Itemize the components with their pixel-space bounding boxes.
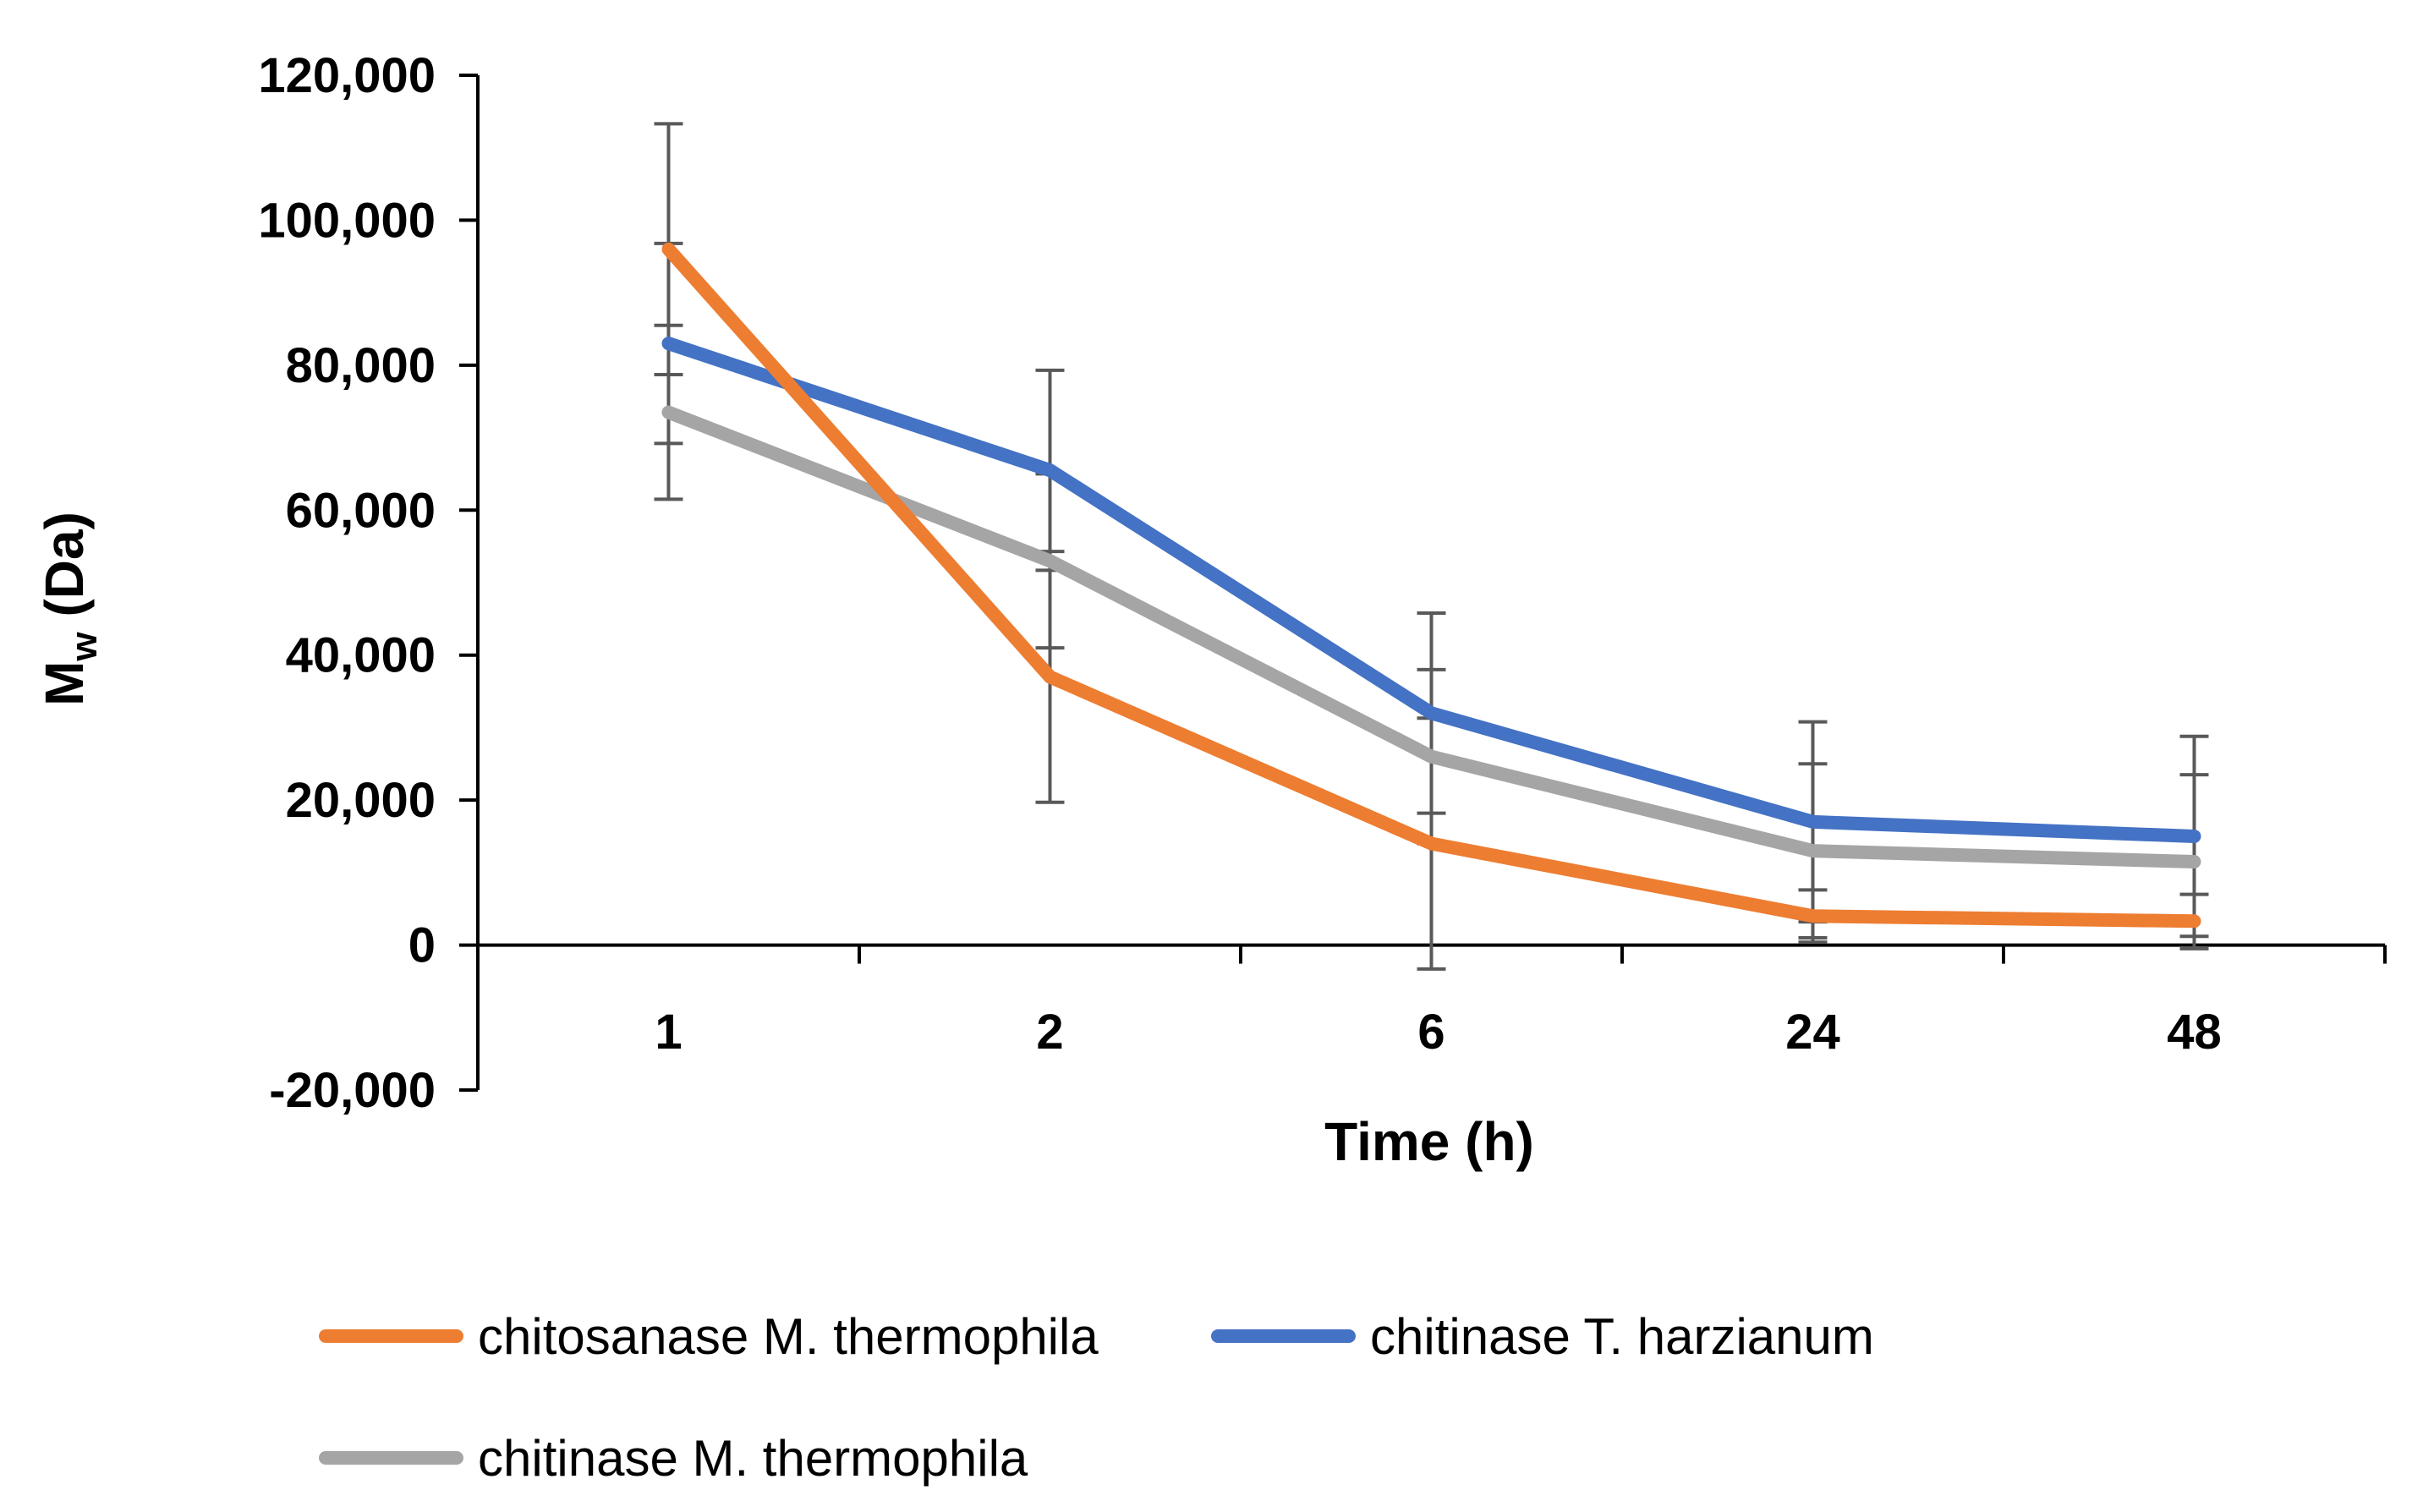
y-tick-label: 80,000	[286, 338, 436, 393]
series-line	[661, 405, 2201, 868]
series-line	[661, 337, 2201, 843]
x-tick-label: 6	[1417, 1005, 1444, 1060]
x-axis-title: Time (h)	[1324, 1111, 1534, 1172]
y-tick-label: 60,000	[286, 483, 436, 538]
y-tick-label: 120,000	[258, 48, 436, 103]
x-tick-label: 1	[655, 1005, 682, 1060]
legend-entry: chitinase T. harzianum	[1211, 1308, 1874, 1365]
x-tick-label: 2	[1036, 1005, 1063, 1060]
x-tick-labels: 1 2 6 24 48	[655, 1005, 2221, 1060]
y-tick-label: 20,000	[286, 773, 436, 828]
y-tick-label: 40,000	[286, 628, 436, 683]
legend-label: chitosanase M. thermophila	[478, 1308, 1099, 1365]
legend-entry: chitinase M. thermophila	[319, 1430, 1028, 1487]
x-tick-label: 48	[2167, 1005, 2222, 1060]
axes	[459, 74, 2387, 1092]
legend-label: chitinase M. thermophila	[478, 1430, 1028, 1487]
y-tick-label: 100,000	[258, 193, 436, 248]
y-tick-labels: -20,000 0 20,000 40,000 60,000 80,000 100,000 1…	[258, 48, 436, 1118]
x-tick-label: 24	[1785, 1005, 1840, 1060]
y-axis-title: Mw (Da)	[34, 512, 105, 706]
legend: chitosanase M. thermophila chitinase T. h…	[319, 1308, 1874, 1487]
series-lines	[661, 242, 2201, 929]
legend-label: chitinase T. harzianum	[1370, 1308, 1874, 1365]
legend-entry: chitosanase M. thermophila	[319, 1308, 1099, 1365]
y-tick-label: 0	[408, 918, 436, 973]
y-tick-label: -20,000	[269, 1063, 436, 1118]
series-line	[661, 242, 2201, 929]
